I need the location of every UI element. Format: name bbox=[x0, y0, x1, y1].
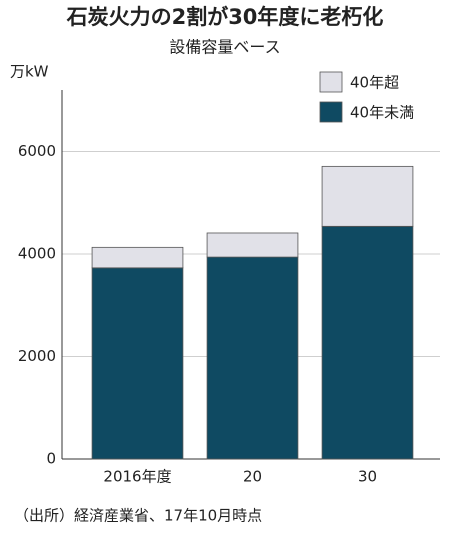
legend-label: 40年超 bbox=[350, 74, 399, 92]
chart-title: 石炭火力の2割が30年度に老朽化 bbox=[66, 5, 384, 29]
y-tick-label: 0 bbox=[46, 450, 56, 468]
x-tick-label: 2016年度 bbox=[103, 468, 171, 486]
y-tick-label: 4000 bbox=[18, 245, 56, 263]
y-axis-label: 万kW bbox=[10, 63, 49, 81]
legend-swatch bbox=[319, 101, 343, 123]
bar-segment bbox=[91, 246, 184, 269]
x-tick-label: 20 bbox=[243, 468, 262, 486]
x-tick-label: 30 bbox=[358, 468, 377, 486]
bar-segment bbox=[321, 225, 414, 460]
y-tick-label: 6000 bbox=[18, 142, 56, 160]
bar-segment bbox=[91, 267, 184, 460]
bar-segment bbox=[206, 232, 299, 258]
bar-segment bbox=[206, 256, 299, 460]
chart-subtitle: 設備容量ベース bbox=[169, 38, 280, 57]
legend-swatch bbox=[319, 71, 343, 93]
y-tick-label: 2000 bbox=[18, 347, 56, 365]
bar-segment bbox=[321, 165, 414, 227]
legend-label: 40年未満 bbox=[350, 104, 414, 122]
source-note: （出所）経済産業省、17年10月時点 bbox=[14, 507, 262, 525]
